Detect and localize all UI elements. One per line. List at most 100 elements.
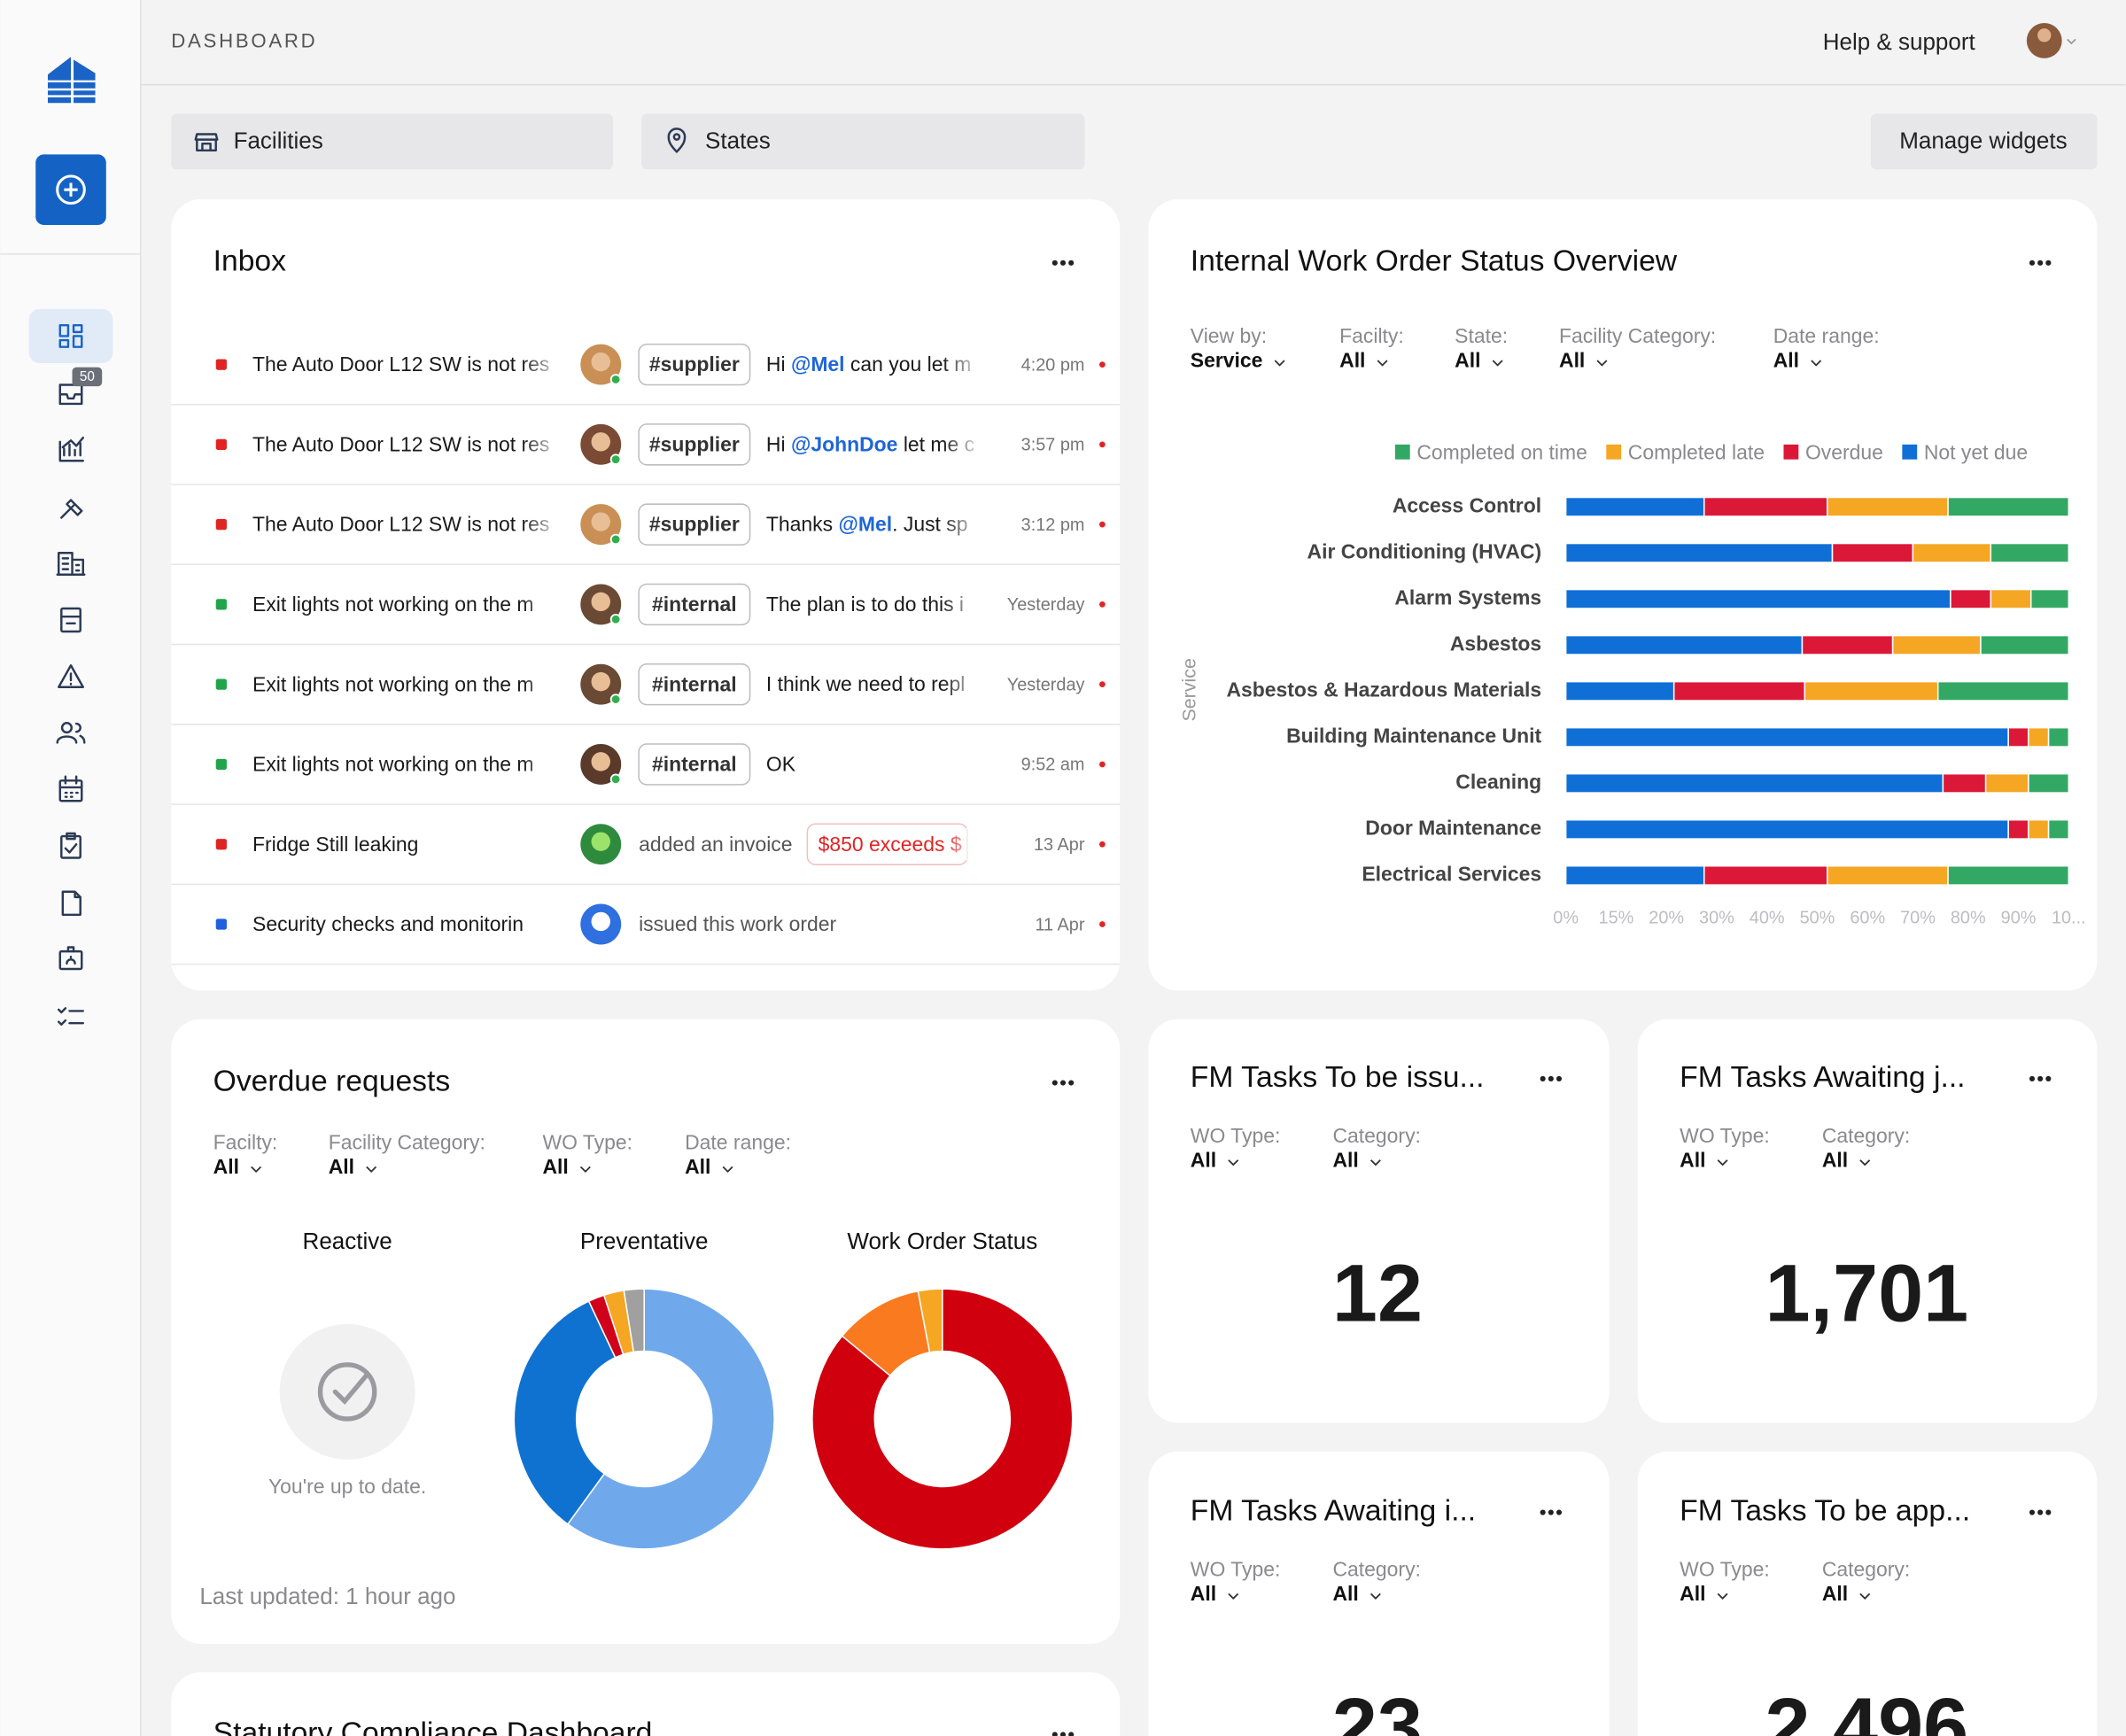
unread-dot — [1099, 441, 1106, 448]
filter-value: All — [1822, 1582, 1848, 1605]
dropdown-chevron — [1369, 1159, 1381, 1166]
bar-segment — [1703, 864, 1828, 886]
bar-segment — [2028, 818, 2050, 840]
online-indicator — [609, 374, 622, 385]
text-fade — [522, 588, 563, 621]
bar-segment — [2028, 726, 2050, 748]
more-menu-dot[interactable] — [2029, 260, 2036, 266]
legend-label: Overdue — [1805, 441, 1883, 464]
bar-segment — [1942, 772, 1987, 794]
more-menu-dot[interactable] — [1548, 1075, 1554, 1081]
bar-segment — [1564, 864, 1705, 886]
chart-title: Reactive — [303, 1228, 392, 1254]
empty-state-text: You're up to date. — [268, 1475, 426, 1498]
more-menu-dot[interactable] — [1556, 1075, 1563, 1081]
category-label: Asbestos — [1450, 632, 1541, 655]
filter-value: All — [1773, 349, 1799, 372]
bar-segment — [2029, 588, 2070, 609]
filter-label: WO Type: — [1680, 1557, 1770, 1580]
x-tick-label: 30% — [1699, 909, 1734, 928]
avatar-face — [591, 432, 610, 452]
tile-value: 23 — [1332, 1682, 1423, 1736]
card-title: Internal Work Order Status Overview — [1191, 245, 1678, 278]
text-fade-cover — [563, 908, 577, 941]
states-icon-dot — [672, 133, 681, 141]
filter-value: All — [1339, 349, 1365, 372]
bar-segment — [1936, 680, 2070, 701]
inbox-subject: Exit lights not working on the m — [252, 593, 533, 616]
dropdown-chevron — [1717, 1159, 1728, 1166]
tile-card — [1148, 1451, 1610, 1736]
more-menu-dot[interactable] — [2045, 1509, 2052, 1515]
more-menu-dot[interactable] — [1068, 1080, 1075, 1086]
inbox-badge: 50 — [80, 369, 95, 384]
inbox-badge-bg — [72, 367, 103, 387]
more-menu-dot[interactable] — [1068, 1732, 1075, 1736]
tag-pill — [638, 343, 751, 386]
bar-segment — [1564, 680, 1675, 701]
more-menu-dot[interactable] — [2037, 260, 2044, 266]
more-menu-dot[interactable] — [1059, 1732, 1067, 1736]
inbox-time: 3:57 pm — [1021, 436, 1085, 455]
more-menu-dot[interactable] — [1540, 1509, 1546, 1515]
donut-segment — [623, 1288, 645, 1353]
filter-label: Category: — [1822, 1124, 1910, 1147]
x-tick-label: 70% — [1900, 909, 1936, 928]
text-fade-cover — [982, 508, 1092, 541]
bar-segment — [1990, 588, 2032, 609]
x-tick-label: 20% — [1649, 909, 1684, 928]
bar-segment — [1564, 588, 1951, 609]
category-label: Cleaning — [1455, 770, 1541, 793]
legend-swatch — [1394, 444, 1410, 460]
filter-label: WO Type: — [542, 1130, 632, 1153]
more-menu-dot[interactable] — [1051, 260, 1058, 266]
filter-value: All — [1822, 1148, 1848, 1171]
facilities-icon — [194, 133, 219, 152]
dropdown-chevron — [1492, 360, 1503, 367]
inbox-subject: Exit lights not working on the m — [252, 672, 533, 695]
facilities-filter[interactable] — [171, 113, 614, 170]
more-menu-dot[interactable] — [2029, 1075, 2036, 1081]
more-menu-dot[interactable] — [1051, 1080, 1058, 1086]
card-title: Overdue requests — [213, 1065, 451, 1097]
more-menu-dot[interactable] — [1548, 1509, 1554, 1515]
more-menu-dot[interactable] — [2045, 260, 2052, 266]
nav-active — [28, 308, 113, 364]
inbox-subject: The Auto Door L12 SW is not res — [252, 432, 549, 455]
unread-dot — [1099, 681, 1106, 688]
bar-segment — [1703, 496, 1828, 517]
text-fade — [942, 668, 983, 701]
bar-segment — [1912, 542, 1992, 563]
more-menu-dot[interactable] — [1556, 1509, 1563, 1515]
more-menu-dot[interactable] — [1059, 1080, 1067, 1086]
more-menu-dot[interactable] — [2029, 1509, 2036, 1515]
filter-label: Facility Category: — [329, 1130, 485, 1153]
filter-value: All — [1455, 349, 1480, 372]
tile-title: FM Tasks Awaiting i... — [1191, 1494, 1476, 1527]
dropdown-chevron — [1596, 360, 1608, 367]
manage-widgets-button[interactable] — [1870, 113, 2098, 170]
filter-label: Facilty: — [213, 1130, 278, 1153]
more-menu-dot[interactable] — [2037, 1509, 2044, 1515]
nav-icons[interactable] — [56, 323, 86, 1026]
bar-segment — [1947, 864, 2070, 886]
inbox-message: Thanks @Mel. Just sp — [766, 513, 968, 536]
unread-dot — [1099, 601, 1106, 608]
more-menu-dot[interactable] — [1051, 1732, 1058, 1736]
states-filter[interactable] — [641, 113, 1085, 170]
tag: #internal — [652, 593, 737, 616]
filter-value: All — [1332, 1148, 1358, 1171]
more-menu-dot[interactable] — [1540, 1075, 1546, 1081]
more-menu-dot[interactable] — [2037, 1075, 2044, 1081]
filter-value: All — [1680, 1582, 1705, 1605]
more-menu-dot[interactable] — [1068, 260, 1075, 266]
more-menu-dot[interactable] — [2045, 1075, 2052, 1081]
category-label: Electrical Services — [1362, 862, 1541, 885]
status-indicator — [215, 438, 227, 450]
filter-value: All — [1191, 1582, 1216, 1605]
more-menu-dot[interactable] — [1059, 260, 1067, 266]
inbox-subject: Fridge Still leaking — [252, 833, 418, 856]
filter-value: All — [213, 1155, 239, 1178]
tag: #supplier — [649, 432, 740, 455]
donut-segment — [917, 1288, 943, 1353]
